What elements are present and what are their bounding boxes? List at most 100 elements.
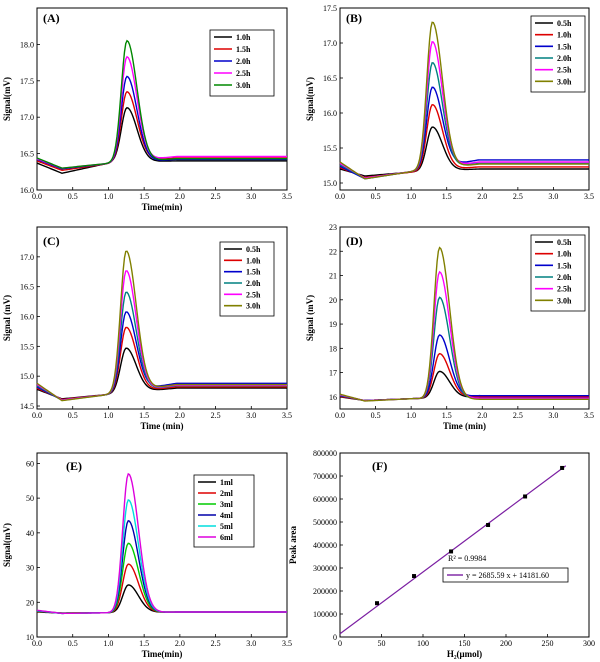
series-line-6ml bbox=[36, 472, 287, 615]
y-tick-label: 17.0 bbox=[20, 113, 34, 122]
data-point bbox=[560, 465, 565, 470]
data-point bbox=[412, 574, 417, 579]
y-tick-label: 15.0 bbox=[20, 372, 34, 381]
y-axis-label: Signal (mV) bbox=[305, 295, 315, 341]
legend-entry: 1.0h bbox=[557, 250, 572, 259]
plot-frame bbox=[36, 7, 288, 191]
x-tick-label: 2.5 bbox=[211, 192, 221, 201]
data-point bbox=[486, 522, 491, 527]
y-tick-label: 16 bbox=[329, 393, 337, 402]
x-tick-label: 2.0 bbox=[477, 411, 487, 420]
y-tick-label: 600000 bbox=[313, 495, 337, 504]
x-tick-label: 3.0 bbox=[246, 411, 256, 420]
y-tick-label: 40 bbox=[26, 529, 34, 538]
legend-entry: 6ml bbox=[220, 533, 234, 542]
legend-box bbox=[219, 241, 275, 317]
x-tick-label: 0.5 bbox=[371, 192, 381, 201]
series-line-0.5h bbox=[36, 347, 287, 400]
series-line-1.5h bbox=[339, 334, 589, 402]
panel-label: (A) bbox=[43, 11, 60, 25]
x-tick-label: 2.0 bbox=[175, 639, 185, 648]
x-tick-label: 100 bbox=[417, 639, 429, 648]
x-tick-label: 300 bbox=[583, 639, 595, 648]
series-line-3ml bbox=[36, 542, 287, 614]
legend: 1.0h 1.5h 2.0h 2.5h 3.0h bbox=[209, 29, 275, 97]
panel-c: 0.0 0.5 1.0 1.5 2.0 2.5 3.0 3.5 14.5 15.0 15.5 16.0… bbox=[2, 226, 292, 431]
legend-entry: 1ml bbox=[220, 478, 234, 487]
y-axis-label: Peak area bbox=[288, 525, 298, 564]
y-tick-label: 16.5 bbox=[20, 150, 34, 159]
x-tick-label: 3.0 bbox=[548, 192, 558, 201]
y-tick-label: 60 bbox=[26, 459, 34, 468]
panel-label: (C) bbox=[43, 234, 60, 248]
y-tick-label: 18.0 bbox=[20, 40, 34, 49]
x-tick-label: 3.0 bbox=[246, 639, 256, 648]
y-tick-label: 14.5 bbox=[20, 402, 34, 411]
x-tick-label: 2.0 bbox=[477, 192, 487, 201]
x-tick-label: 1.0 bbox=[103, 411, 113, 420]
legend-entry: 1.0h bbox=[236, 33, 251, 42]
y-tick-label: 800000 bbox=[313, 449, 337, 458]
x-tick-label: 0.5 bbox=[68, 639, 78, 648]
legend-entry: 4ml bbox=[220, 511, 234, 520]
y-tick-label: 17.5 bbox=[323, 4, 337, 13]
y-tick-label: 15.5 bbox=[20, 342, 34, 351]
plot-frame bbox=[339, 226, 590, 410]
x-tick-label: 0.5 bbox=[68, 192, 78, 201]
y-tick-label: 30 bbox=[26, 564, 34, 573]
legend-entry: 1.5h bbox=[236, 45, 251, 54]
x-tick-label: 0.0 bbox=[32, 192, 42, 201]
panel-b: 0.0 0.5 1.0 1.5 2.0 2.5 3.0 3.5 15.0 15.5 16.0 16.5… bbox=[305, 4, 594, 201]
plot-frame bbox=[36, 226, 288, 410]
y-tick-label: 400000 bbox=[313, 541, 337, 550]
y-tick-label: 16.0 bbox=[323, 109, 337, 118]
y-tick-label: 16.0 bbox=[20, 313, 34, 322]
legend-box bbox=[530, 15, 586, 93]
fit-legend-box bbox=[442, 567, 569, 583]
x-tick-label: 1.0 bbox=[103, 639, 113, 648]
x-tick-label: 50 bbox=[378, 639, 386, 648]
fit-legend: y = 2685.59 x + 14181.60 bbox=[442, 567, 569, 583]
plot-frame bbox=[339, 452, 590, 638]
legend-entry: 1.0h bbox=[557, 31, 572, 40]
y-tick-label: 17 bbox=[329, 369, 337, 378]
legend-entry: 2.5h bbox=[236, 69, 251, 78]
x-tick-label: 3.0 bbox=[548, 411, 558, 420]
plot-frame bbox=[36, 452, 288, 638]
legend-entry: 2.0h bbox=[246, 279, 261, 288]
x-tick-label: 1.5 bbox=[139, 411, 149, 420]
x-tick-label: 3.0 bbox=[246, 192, 256, 201]
plot-frame bbox=[339, 7, 590, 191]
series-line-3.0h bbox=[339, 246, 589, 402]
x-tick-label: 0.0 bbox=[335, 192, 345, 201]
y-tick-label: 20 bbox=[26, 598, 34, 607]
x-tick-label: 1.5 bbox=[442, 192, 452, 201]
series-line-3.0h bbox=[36, 39, 287, 169]
x-tick-label: 0.5 bbox=[68, 411, 78, 420]
legend-entry: 1.0h bbox=[246, 256, 261, 265]
x-tick-label: 3.5 bbox=[282, 639, 292, 648]
x-tick-label: 1.0 bbox=[406, 192, 416, 201]
legend-box bbox=[193, 474, 255, 548]
legend-entry: 1.5h bbox=[557, 42, 572, 51]
legend-entry: 3.0h bbox=[557, 296, 572, 305]
y-tick-label: 0 bbox=[333, 633, 337, 642]
y-tick-label: 22 bbox=[329, 247, 337, 256]
panel-label: (E) bbox=[66, 459, 82, 473]
x-tick-label: 3.5 bbox=[584, 192, 594, 201]
y-axis-label: Signal (mV) bbox=[2, 295, 12, 341]
legend: 1ml 2ml 3ml 4ml 5ml 6ml bbox=[193, 474, 255, 548]
x-tick-label: 1.0 bbox=[406, 411, 416, 420]
legend-entry: 2.0h bbox=[236, 57, 251, 66]
series-line-2.0h bbox=[339, 296, 589, 402]
y-axis-label: Signal(mV) bbox=[2, 77, 12, 121]
y-axis-label: Signal(mV) bbox=[305, 77, 315, 121]
y-tick-label: 17.0 bbox=[20, 253, 34, 262]
series-line-3.0h bbox=[339, 21, 589, 180]
x-tick-label: 250 bbox=[542, 639, 554, 648]
y-tick-label: 300000 bbox=[313, 564, 337, 573]
legend-entry: 0.5h bbox=[246, 245, 261, 254]
legend-entry: 1.5h bbox=[246, 268, 261, 277]
x-axis-label: H₂(μmol) bbox=[447, 649, 482, 659]
y-tick-label: 15.0 bbox=[323, 179, 337, 188]
